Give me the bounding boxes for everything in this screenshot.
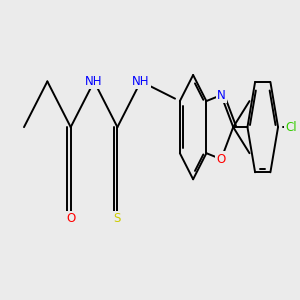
Text: O: O [217,153,226,166]
Text: NH: NH [132,75,149,88]
Text: O: O [66,212,75,225]
Text: NH: NH [85,75,103,88]
Text: N: N [217,88,226,102]
Text: Cl: Cl [286,121,297,134]
Text: S: S [114,212,121,225]
